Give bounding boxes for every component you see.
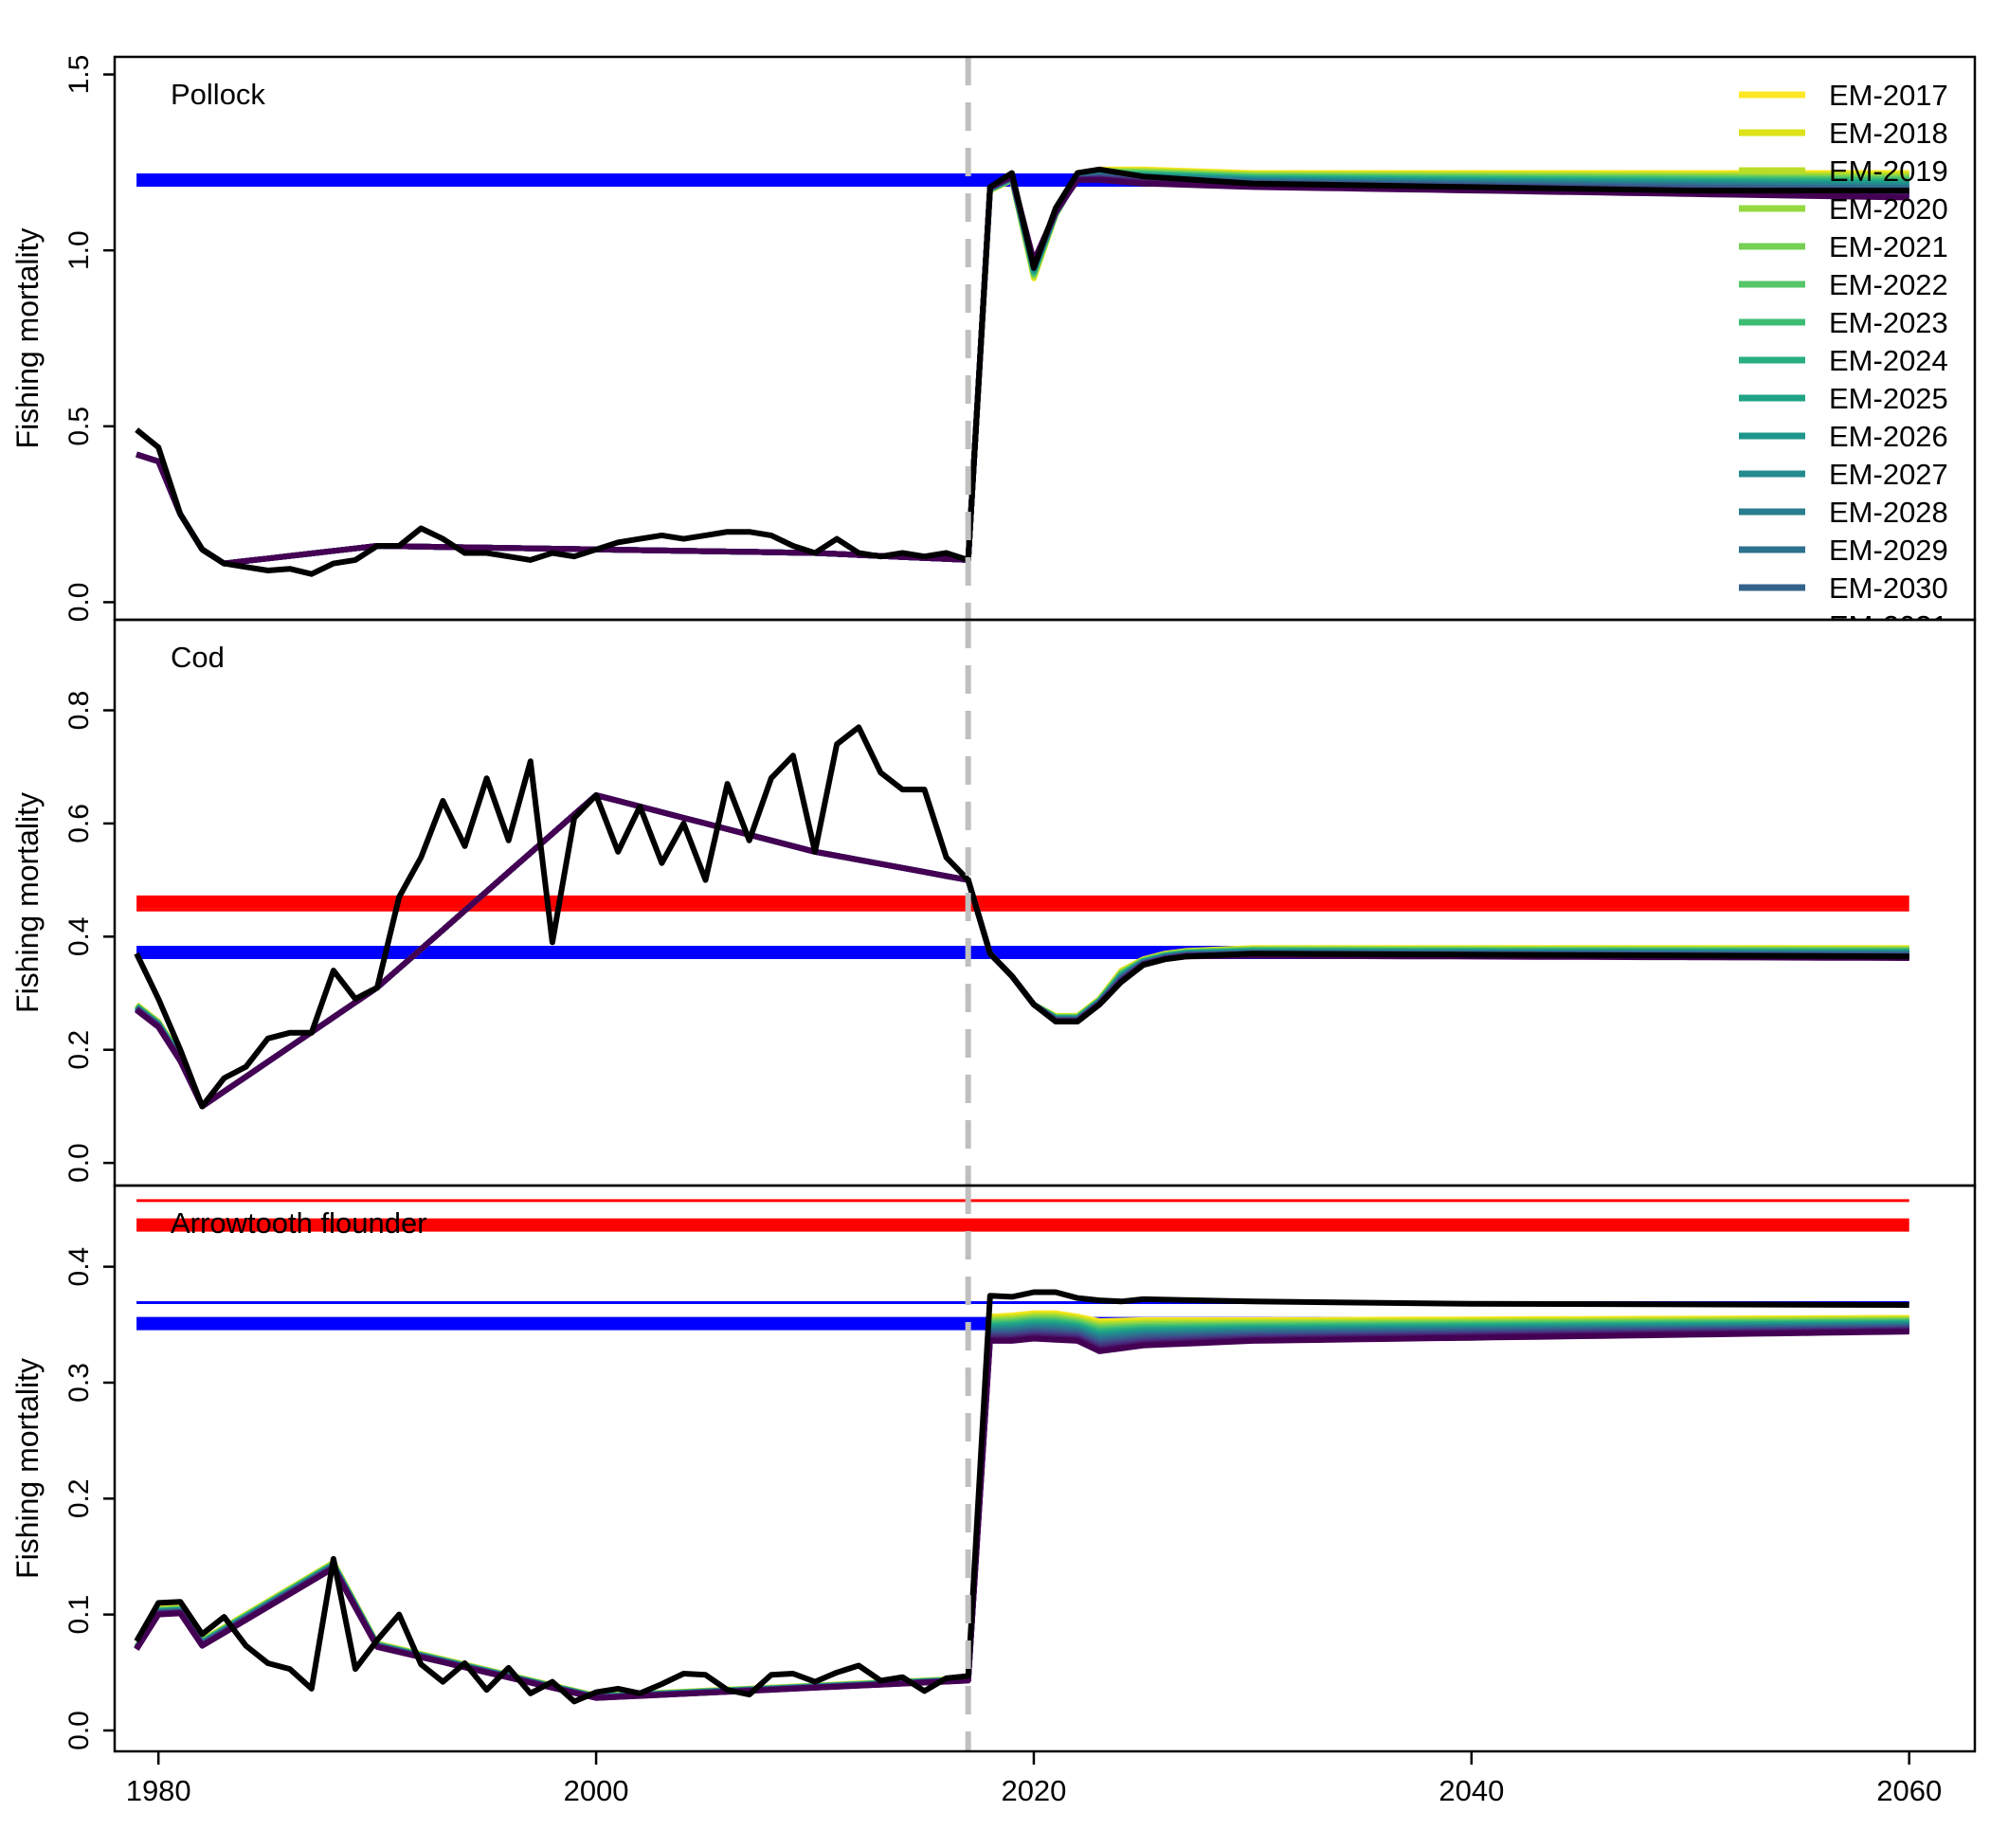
legend-entry: EM-2024 — [1829, 344, 1948, 377]
x-tick-label: 2060 — [1876, 1774, 1942, 1807]
legend-entry: EM-2022 — [1829, 268, 1948, 301]
legend-entry: EM-2029 — [1829, 534, 1948, 567]
panel-0-plot-area — [135, 166, 1909, 577]
em-series-line — [134, 1329, 1909, 1701]
legend-entry: EM-2023 — [1829, 306, 1948, 339]
legend: EM-2017 EM-2018 EM-2019 EM-2020 EM-2021 EM-20… — [1739, 79, 1948, 643]
x-tick-label: 2040 — [1438, 1774, 1504, 1807]
panel-1: 0.0 0.2 0.4 0.6 0.8 Fishing mortality Cod — [10, 618, 1977, 1187]
panel-title: Cod — [171, 641, 225, 674]
y-tick-label: 1.5 — [63, 55, 95, 95]
y-axis-label: Fishing mortality — [10, 1358, 45, 1579]
observed-series-line — [134, 1289, 1909, 1705]
observed-series-line — [135, 166, 1909, 577]
legend-entry: EM-2018 — [1829, 117, 1948, 150]
legend-entry: EM-2028 — [1829, 496, 1948, 529]
panel-1-plot-area — [134, 724, 1909, 1110]
y-tick-label: 0.8 — [63, 691, 95, 731]
legend-entry: EM-2025 — [1829, 382, 1948, 415]
y-tick-label: 0.5 — [63, 407, 95, 446]
y-tick-label: 0.4 — [63, 1247, 95, 1287]
legend-entry: EM-2030 — [1829, 571, 1948, 605]
y-tick-label: 0.0 — [63, 583, 95, 623]
panel-2-plot-area — [134, 1199, 1909, 1705]
legend-entry: EM-2026 — [1829, 420, 1948, 453]
y-tick-label: 0.0 — [63, 1143, 95, 1183]
y-tick-label: 1.0 — [63, 230, 95, 270]
panel-0: 0.0 0.5 1.0 1.5 Fishing mortality Pollock — [10, 55, 1977, 623]
y-tick-label: 0.6 — [63, 804, 95, 843]
legend-entry: EM-2031 — [1829, 609, 1948, 643]
y-axis-label: Fishing mortality — [10, 228, 45, 449]
y-tick-label: 0.2 — [63, 1478, 95, 1518]
legend-entry: EM-2019 — [1829, 154, 1948, 188]
legend-entry: EM-2017 — [1829, 79, 1948, 112]
x-tick-label: 2020 — [1001, 1774, 1066, 1807]
y-tick-label: 0.1 — [63, 1595, 95, 1635]
y-tick-label: 0.0 — [63, 1711, 95, 1750]
panel-2: 0.0 0.1 0.2 0.3 0.4 Fishing mortality Arrowtoo… — [10, 1184, 1977, 1753]
panel-title: Arrowtooth flounder — [171, 1206, 427, 1240]
panel-title: Pollock — [171, 78, 265, 111]
y-tick-label: 0.3 — [63, 1363, 95, 1403]
legend-entry: EM-2021 — [1829, 230, 1948, 263]
legend-entry: EM-2027 — [1829, 458, 1948, 491]
x-tick-label: 2000 — [564, 1774, 629, 1807]
observed-series-line — [134, 724, 1909, 1110]
legend-entry: EM-2020 — [1829, 192, 1948, 226]
y-axis-label: Fishing mortality — [10, 792, 45, 1013]
y-tick-label: 0.4 — [63, 916, 95, 956]
y-tick-label: 0.2 — [63, 1030, 95, 1070]
panel-frame — [113, 1184, 1977, 1753]
x-tick-label: 1980 — [126, 1774, 191, 1807]
